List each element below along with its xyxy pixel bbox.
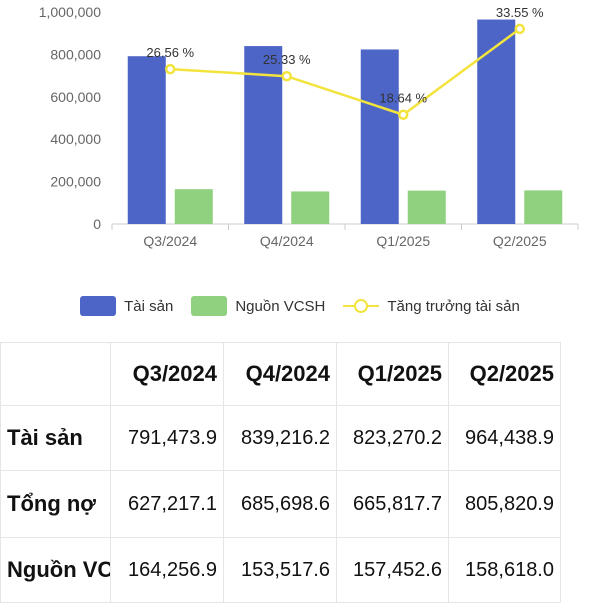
legend-swatch-growth [343,296,380,316]
table-cell: 805,820.9 [448,470,561,538]
y-tick-label: 600,000 [50,89,101,105]
legend-item-equity[interactable]: Nguồn VCSH [191,296,325,316]
table-cell: 627,217.1 [110,470,224,538]
growth-point [514,23,525,35]
growth-line [170,27,521,117]
row-label-assets: Tài sản [0,405,111,471]
legend-item-assets[interactable]: Tài sản [80,296,173,316]
table-header-q4-2024: Q4/2024 [223,342,337,406]
row-label-equity: Nguồn VC [0,537,111,603]
bar-equity [524,190,563,224]
table-header-q1-2025: Q1/2025 [336,342,449,406]
x-tick-label: Q2/2025 [493,233,547,249]
y-tick-label: 800,000 [50,46,101,62]
row-label-total-debt: Tổng nợ [0,470,111,538]
table-header-q2-2025: Q2/2025 [448,342,561,406]
table-cell: 158,618.0 [448,537,561,603]
table-header-q3-2024: Q3/2024 [110,342,224,406]
table-cell: 164,256.9 [110,537,224,603]
bar-assets [360,49,399,224]
growth-data-label: 18.64 % [379,91,427,106]
table-header-corner [0,342,111,406]
table-cell: 665,817.7 [336,470,449,538]
table-row: Tài sản 791,473.9 839,216.2 823,270.2 96… [0,405,561,471]
growth-data-label: 26.56 % [146,45,194,60]
growth-data-label: 33.55 % [496,5,544,20]
table-row: Tổng nợ 627,217.1 685,698.6 665,817.7 80… [0,470,561,538]
legend-label-assets: Tài sản [124,297,174,315]
bar-equity [291,191,330,224]
table-cell: 153,517.6 [223,537,337,603]
y-tick-label: 1,000,000 [39,4,101,20]
table-cell: 157,452.6 [336,537,449,603]
legend-swatch-equity [191,296,228,316]
growth-point [165,63,176,75]
legend-swatch-assets [80,296,117,316]
x-tick-label: Q4/2024 [260,233,314,249]
bar-assets [127,56,166,224]
growth-data-label: 25.33 % [263,52,311,67]
financial-table: Q3/2024 Q4/2024 Q1/2025 Q2/2025 Tài sản … [0,342,561,603]
growth-point [398,109,409,120]
legend-item-growth[interactable]: Tăng trưởng tài sản [343,296,520,316]
table-cell: 839,216.2 [223,405,337,471]
bar-equity [407,190,446,224]
table-header-row: Q3/2024 Q4/2024 Q1/2025 Q2/2025 [0,342,561,406]
legend-label-growth: Tăng trưởng tài sản [387,297,520,315]
legend-label-equity: Nguồn VCSH [235,297,326,315]
combo-chart: 0 200,000 400,000 600,000 800,000 1,000,000 Q3… [39,4,579,249]
y-tick-label: 400,000 [50,131,101,147]
table-cell: 685,698.6 [223,470,337,538]
table-cell: 791,473.9 [110,405,224,471]
y-tick-label: 200,000 [50,174,101,190]
bar-assets [477,19,516,224]
growth-point [281,70,292,82]
chart-legend: Tài sản Nguồn VCSH Tăng trưởng tài sản [0,292,600,320]
table-cell: 964,438.9 [448,405,561,471]
x-tick-label: Q1/2025 [376,233,430,249]
y-tick-label: 0 [93,216,101,232]
x-tick-label: Q3/2024 [143,233,197,249]
table-row: Nguồn VC 164,256.9 153,517.6 157,452.6 1… [0,537,561,603]
table-cell: 823,270.2 [336,405,449,471]
bar-equity [174,189,213,224]
